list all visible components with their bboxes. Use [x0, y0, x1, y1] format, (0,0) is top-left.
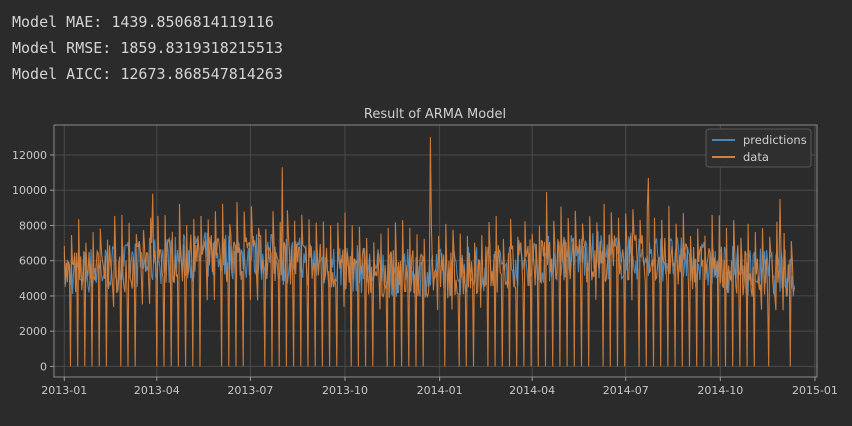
output-mae: Model MAE: 1439.8506814119116 — [12, 13, 274, 31]
chart-title: Result of ARMA Model — [364, 107, 506, 122]
x-tick-label: 2013-04 — [134, 384, 180, 397]
x-tick-label: 2014-10 — [697, 384, 743, 397]
output-aicc: Model AICC: 12673.868547814263 — [12, 65, 283, 83]
y-tick-label: 8000 — [19, 219, 47, 232]
y-tick-label: 4000 — [19, 290, 47, 303]
series-data-line — [63, 137, 795, 367]
y-tick-label: 10000 — [12, 184, 47, 197]
legend-data-label: data — [743, 150, 769, 164]
x-tick-label: 2013-10 — [322, 384, 368, 397]
x-tick-label: 2013-01 — [41, 384, 87, 397]
plot-frame — [53, 124, 818, 378]
legend-predictions-label: predictions — [743, 133, 807, 147]
legend: predictions data — [705, 128, 812, 168]
y-tick-label: 6000 — [19, 255, 47, 268]
axis-ticks: 0 2000 4000 6000 8000 10000 12000 2013-01 2013-0… — [12, 149, 838, 397]
output-rmse: Model RMSE: 1859.8319318215513 — [12, 39, 283, 57]
arma-result-chart: Result of ARMA Model 0 2000 4000 6000 8000 10… — [12, 107, 838, 397]
x-tick-label: 2013-07 — [227, 384, 273, 397]
y-tick-label: 12000 — [12, 149, 47, 162]
y-tick-label: 0 — [40, 360, 47, 373]
x-tick-label: 2014-04 — [509, 384, 555, 397]
series-lines — [63, 137, 795, 367]
x-tick-label: 2014-07 — [603, 384, 649, 397]
y-tick-label: 2000 — [19, 325, 47, 338]
x-tick-label: 2014-01 — [417, 384, 463, 397]
x-tick-label: 2015-01 — [792, 384, 838, 397]
